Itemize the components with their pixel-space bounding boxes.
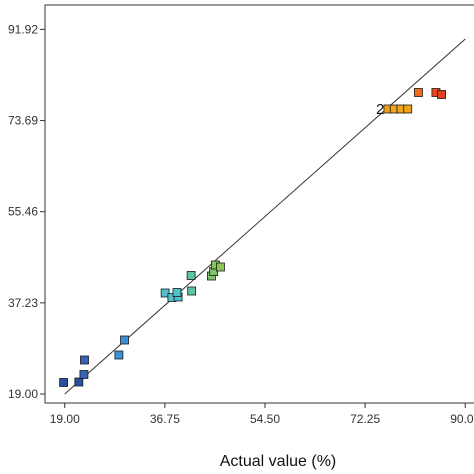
data-point	[187, 286, 197, 296]
x-tick-label: 19.00	[50, 412, 80, 426]
y-axis: 19.00 37.23 55.46 73.69 91.92	[8, 22, 45, 401]
x-axis: 19.00 36.75 54.50 72.25 90.00	[50, 403, 474, 426]
data-point	[74, 377, 84, 387]
plot-area	[44, 4, 474, 404]
data-point	[437, 90, 446, 99]
annotations: 2	[376, 101, 384, 118]
reference-line	[64, 38, 466, 395]
data-point	[79, 370, 89, 379]
data-point	[414, 88, 423, 97]
point-count-label: 2	[376, 101, 384, 118]
data-point	[160, 288, 170, 298]
y-tick-label: 19.00	[8, 387, 38, 401]
data-points	[59, 88, 446, 387]
data-point	[80, 355, 89, 365]
y-tick-label: 37.23	[8, 296, 38, 310]
data-point	[216, 262, 225, 272]
data-point	[59, 378, 69, 387]
y-tick-label: 73.69	[8, 114, 38, 128]
y-tick-label: 55.46	[8, 205, 38, 219]
x-tick-label: 90.00	[450, 412, 474, 426]
data-point	[172, 288, 182, 297]
x-tick-label: 36.75	[150, 412, 180, 426]
x-axis-title: Actual value (%)	[220, 453, 337, 470]
y-tick-label: 91.92	[8, 22, 38, 36]
data-point	[403, 104, 413, 114]
x-tick-label: 72.25	[350, 412, 380, 426]
data-point	[114, 350, 124, 360]
x-tick-label: 54.50	[250, 412, 280, 426]
data-point	[186, 271, 196, 280]
data-point	[120, 335, 129, 345]
